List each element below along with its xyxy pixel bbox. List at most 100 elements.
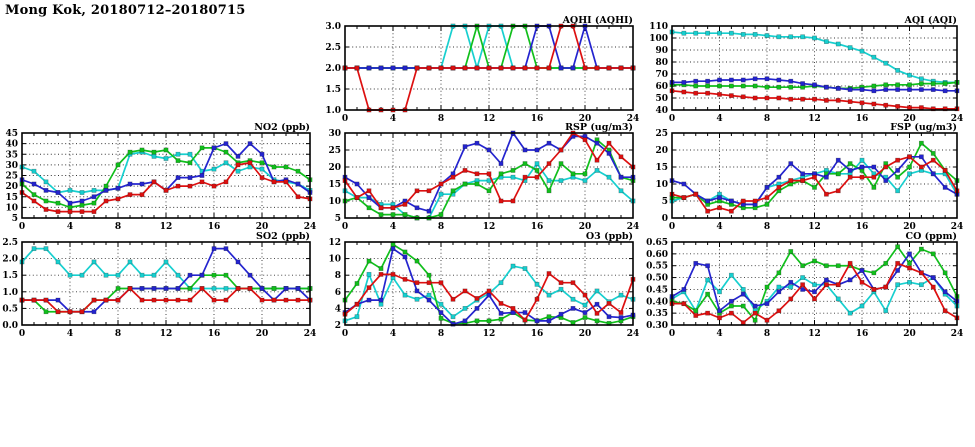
data-point-marker [764,195,770,200]
y-tick-label: 0.5 [2,304,18,314]
data-point-marker [67,309,73,315]
data-point-marker [918,164,924,170]
y-tick-label: 15 [5,193,18,203]
data-point-marker [438,65,444,71]
data-point-marker [895,174,901,180]
x-tick-label: 16 [856,114,869,124]
data-point-marker [907,105,912,110]
plot-frame [21,241,311,326]
data-point-marker [31,168,37,174]
data-point-marker [705,277,711,283]
data-point-marker [235,168,241,174]
data-point-marker [693,191,699,197]
data-point-marker [510,198,516,204]
data-point-marker [247,272,253,278]
data-point-marker [163,297,169,303]
data-point-marker [402,276,408,282]
data-point-marker [930,171,936,177]
x-tick-label: 16 [856,222,869,232]
data-point-marker [800,275,806,280]
data-point-marker [728,303,734,309]
data-point-marker [498,301,504,306]
data-point-marker [681,89,687,95]
data-point-marker [498,161,504,166]
data-point-marker [474,181,480,187]
data-point-marker [835,86,841,91]
data-point-marker [426,188,432,194]
y-tick-label: 8 [335,271,341,281]
data-point-marker [163,147,169,153]
data-point-marker [259,151,265,157]
data-point-marker [728,93,734,98]
data-point-marker [895,260,901,266]
y-axis-labels: 5 10 15 20 25 30 [328,129,341,224]
data-point-marker [728,30,734,36]
data-point-marker [450,314,456,320]
data-point-marker [942,106,948,112]
data-point-marker [918,76,924,82]
data-point-marker [55,190,61,195]
data-point-marker [31,198,37,204]
data-point-marker [354,301,360,307]
data-point-marker [823,39,829,44]
data-point-marker [450,65,456,71]
data-point-marker [103,297,109,303]
data-point-marker [740,83,746,89]
data-point-marker [717,92,722,97]
data-point-marker [942,88,948,94]
data-point-marker [859,164,865,170]
data-point-marker [522,310,528,315]
data-point-marker [812,258,817,264]
data-point-marker [705,291,711,297]
data-point-marker [835,188,841,194]
data-point-marker [942,185,948,190]
data-point-marker [847,277,853,283]
data-point-marker [91,187,97,193]
y-tick-label: 0.65 [646,238,668,248]
data-point-marker [295,194,301,200]
y-tick-label: 80 [655,58,668,68]
data-point-marker [199,286,205,291]
data-point-marker [895,87,901,92]
x-tick-label: 20 [256,329,269,339]
data-point-marker [776,284,782,290]
data-point-marker [764,84,770,90]
data-point-marker [618,65,624,71]
data-point-marker [522,147,528,153]
data-point-marker [693,30,699,36]
data-point-marker [752,310,758,316]
data-point-marker [271,164,277,170]
data-point-marker [474,140,480,146]
data-point-marker [534,147,540,153]
data-point-marker [498,65,504,71]
data-point-marker [211,246,217,252]
data-point-marker [705,198,711,204]
data-point-marker [930,81,936,86]
x-tick-label: 0 [342,329,348,339]
data-point-marker [546,292,552,298]
data-point-marker [462,305,468,311]
x-axis-labels: 0 4 8 12 16 20 24 [342,329,639,339]
data-point-marker [728,83,734,89]
data-point-marker [378,301,384,307]
data-point-marker [847,45,853,50]
y-tick-label: 100 [649,34,668,44]
data-point-marker [55,309,61,315]
data-point-marker [378,266,384,271]
data-point-marker [378,297,384,303]
data-point-marker [776,289,782,295]
series-red [669,260,960,326]
y-tick-label: 1.5 [2,271,18,281]
data-point-marker [211,166,217,172]
x-tick-label: 16 [208,329,221,339]
data-point-marker [618,292,624,298]
data-point-marker [752,95,758,101]
data-point-marker [693,83,699,89]
data-point-marker [390,271,396,277]
data-point-marker [895,282,901,288]
data-point-marker [883,87,889,92]
data-point-marker [835,171,841,177]
y-tick-label: 1.0 [2,288,18,298]
